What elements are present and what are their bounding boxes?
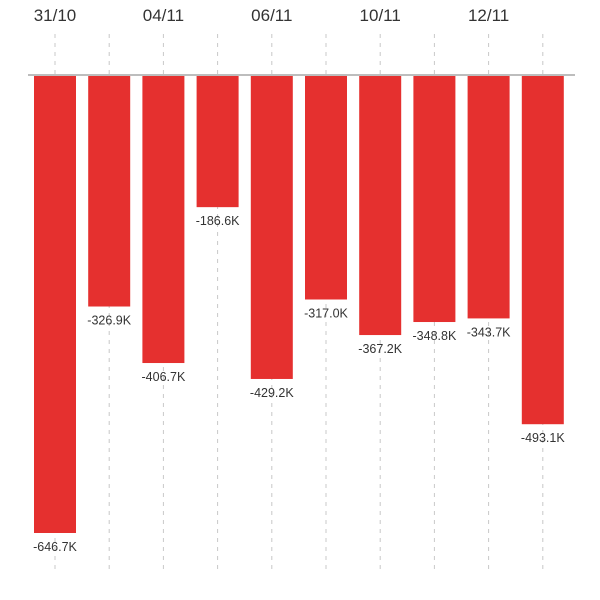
x-tick-label: 31/10 [34, 6, 77, 25]
bar-04-11 [142, 75, 185, 364]
data-label: -493.1K [521, 431, 565, 445]
data-label: -186.6K [196, 214, 240, 228]
x-tick-label: 06/11 [251, 6, 292, 25]
data-label: -317.0K [304, 307, 348, 321]
x-tick-label: 10/11 [360, 6, 401, 25]
bar-31-10 [34, 75, 76, 533]
data-label: -646.7K [33, 540, 77, 554]
data-label: -348.8K [413, 329, 457, 343]
data-labels: -646.7K -326.9K -406.7K -186.6K -429.2K -317.… [33, 214, 565, 554]
data-label: -429.2K [250, 386, 294, 400]
data-label: -406.7K [142, 370, 186, 384]
data-label: -367.2K [358, 342, 402, 356]
data-label: -326.9K [87, 314, 131, 328]
bar-13-11 [521, 75, 564, 425]
bar-07-11 [305, 75, 347, 300]
x-tick-label: 04/11 [143, 6, 184, 25]
bar-10-11 [359, 75, 402, 336]
data-label: -343.7K [467, 325, 511, 339]
x-axis-tick-labels: 31/10 04/11 06/11 10/11 12/11 [34, 6, 510, 25]
bar-06-11 [250, 75, 293, 379]
bars [34, 75, 564, 533]
bar-11-11 [413, 75, 456, 323]
x-tick-label: 12/11 [468, 6, 509, 25]
bar-01-11 [88, 75, 131, 307]
bar-12-11 [467, 75, 510, 319]
bar-05-11 [196, 75, 239, 208]
